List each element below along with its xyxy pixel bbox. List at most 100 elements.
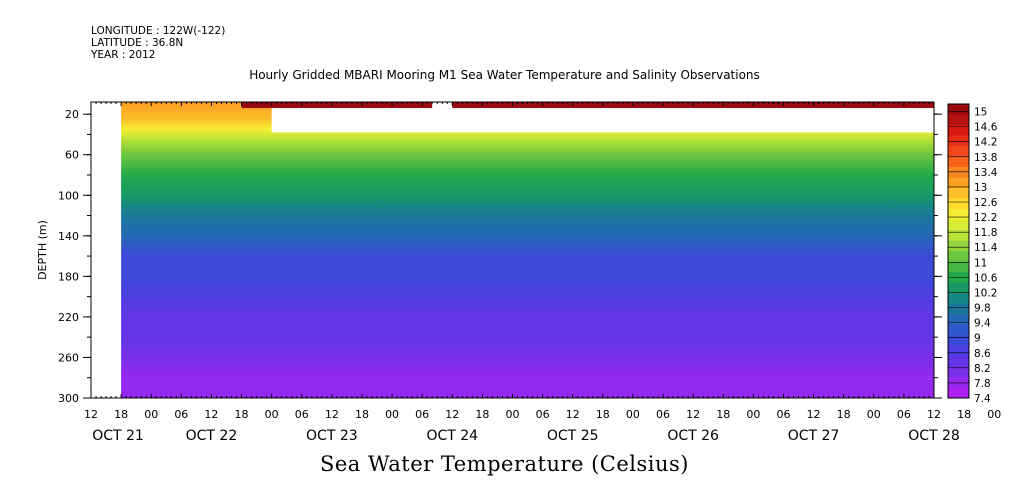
colorbar-swatch — [948, 230, 969, 241]
colorbar-swatch — [948, 282, 969, 294]
colorbar-swatch — [948, 293, 969, 304]
x-hour-label: 12 — [927, 408, 941, 421]
x-hour-label: 00 — [506, 408, 520, 421]
y-tick-label: 60 — [65, 149, 79, 162]
x-date-label: OCT 24 — [426, 428, 478, 444]
x-hour-label: 18 — [355, 408, 369, 421]
colorbar-swatch — [948, 125, 969, 136]
y-tick-label: 20 — [65, 108, 79, 121]
colorbar-label: 8.6 — [974, 348, 991, 360]
missing-data-region — [91, 102, 122, 398]
x-hour-label: 12 — [566, 408, 580, 421]
x-date-label: OCT 22 — [186, 428, 238, 444]
y-tick-label: 220 — [58, 311, 79, 324]
y-tick-label: 300 — [58, 392, 79, 405]
x-date-label: OCT 25 — [547, 428, 599, 444]
y-tick-label: 260 — [58, 351, 79, 364]
y-tick-label: 100 — [58, 189, 79, 202]
colorbar-swatch — [948, 314, 969, 325]
colorbar-swatch — [948, 377, 969, 388]
colorbar-swatch — [948, 335, 969, 346]
colorbar-label: 14.6 — [974, 122, 998, 134]
x-hour-label: 00 — [385, 408, 399, 421]
x-hour-label: 00 — [144, 408, 158, 421]
colorbar-swatch — [948, 345, 969, 357]
x-date-label: OCT 28 — [908, 428, 960, 444]
x-axis-title: Sea Water Temperature (Celsius) — [319, 452, 689, 476]
x-hour-label: 00 — [746, 408, 760, 421]
y-tick-label: 140 — [58, 230, 79, 243]
x-hour-label: 06 — [415, 408, 429, 421]
x-hour-label: 18 — [957, 408, 971, 421]
colorbar-label: 9.4 — [974, 318, 991, 330]
missing-data-region — [271, 108, 935, 133]
x-hour-label: 06 — [897, 408, 911, 421]
colorbar-label: 13.8 — [974, 152, 997, 164]
colorbar-label: 8.2 — [974, 363, 991, 375]
colorbar-label: 7.4 — [974, 393, 991, 405]
x-hour-label: 00 — [867, 408, 881, 421]
x-hour-label: 12 — [686, 408, 700, 421]
x-hour-label: 00 — [626, 408, 640, 421]
colorbar-swatch — [948, 177, 969, 189]
colorbar-swatch — [948, 356, 969, 367]
colorbar-label: 9 — [974, 333, 981, 345]
colorbar-label: 13.4 — [974, 167, 998, 179]
colorbar-swatch — [948, 387, 969, 399]
temperature-field — [91, 102, 934, 398]
missing-data-region — [432, 102, 453, 109]
x-hour-label: 06 — [656, 408, 670, 421]
colorbar-swatch — [948, 303, 969, 315]
colorbar-swatch — [948, 188, 969, 199]
colorbar-swatch — [948, 167, 969, 178]
colorbar-swatch — [948, 240, 969, 252]
colorbar-label: 7.8 — [974, 378, 991, 390]
x-hour-label: 06 — [536, 408, 550, 421]
x-hour-label: 06 — [174, 408, 188, 421]
colorbar-swatch — [948, 104, 969, 115]
x-date-label: OCT 21 — [92, 428, 144, 444]
colorbar-label: 11.4 — [974, 242, 998, 254]
longitude-label: LONGITUDE : 122W(-122) — [91, 25, 226, 37]
colorbar-label: 12.2 — [974, 212, 997, 224]
x-hour-label: 06 — [295, 408, 309, 421]
y-axis-label: DEPTH (m) — [36, 220, 49, 280]
x-hour-label: 00 — [987, 408, 1001, 421]
colorbar-swatch — [948, 135, 969, 147]
x-hour-label: 12 — [445, 408, 459, 421]
x-hour-label: 00 — [265, 408, 279, 421]
x-hour-label: 12 — [84, 408, 98, 421]
colorbar-swatch — [948, 324, 969, 336]
colorbar-label: 12.6 — [974, 197, 998, 209]
x-hour-label: 12 — [204, 408, 218, 421]
surface-band — [241, 102, 934, 109]
colorbar-swatch — [948, 209, 969, 220]
x-hour-label: 18 — [235, 408, 249, 421]
colorbar-swatch — [948, 198, 969, 210]
colorbar-swatch — [948, 114, 969, 126]
colorbar-label: 10.2 — [974, 287, 997, 299]
colorbar-label: 13 — [974, 182, 987, 194]
x-hour-label: 18 — [114, 408, 128, 421]
year-label: YEAR : 2012 — [91, 49, 156, 61]
colorbar-label: 14.2 — [974, 137, 997, 149]
latitude-label: LATITUDE : 36.8N — [91, 37, 184, 49]
colorbar-swatch — [948, 219, 969, 231]
colorbar-swatch — [948, 251, 969, 262]
chart-title: Hourly Gridded MBARI Mooring M1 Sea Wate… — [249, 68, 760, 82]
x-hour-label: 18 — [596, 408, 610, 421]
x-hour-label: 12 — [807, 408, 821, 421]
colorbar-label: 9.8 — [974, 303, 991, 315]
colorbar-label: 11 — [974, 257, 987, 269]
colorbar-label: 15 — [974, 107, 987, 119]
x-hour-label: 18 — [837, 408, 851, 421]
colorbar-label: 10.6 — [974, 272, 998, 284]
colorbar-label: 11.8 — [974, 227, 997, 239]
colorbar-swatch — [948, 156, 969, 168]
x-date-label: OCT 23 — [306, 428, 358, 444]
x-date-label: OCT 26 — [667, 428, 719, 444]
y-tick-label: 180 — [58, 270, 79, 283]
x-hour-label: 12 — [325, 408, 339, 421]
x-hour-label: 18 — [716, 408, 730, 421]
